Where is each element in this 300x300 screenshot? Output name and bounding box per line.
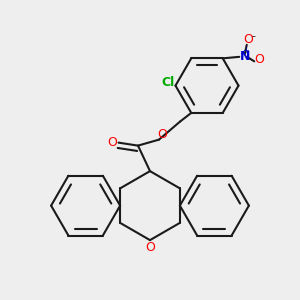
Text: O: O [107,136,117,149]
Text: O: O [145,241,155,254]
Text: O: O [243,33,253,46]
Text: -: - [251,31,255,41]
Text: O: O [255,53,265,66]
Text: N: N [239,50,250,63]
Text: O: O [157,128,167,141]
Text: Cl: Cl [161,76,175,89]
Text: +: + [242,46,249,55]
